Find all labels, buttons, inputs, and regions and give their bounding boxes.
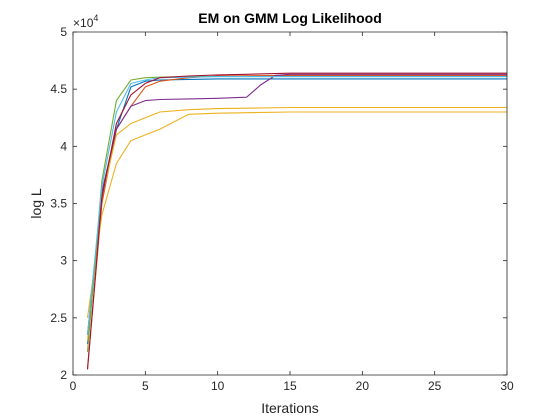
x-tick-label: 20 [356,379,370,393]
y-tick-label: 4 [60,139,67,153]
y-tick-label: 3 [60,254,67,268]
series-line-3 [86,111,507,318]
y-tick-label: 4.5 [50,82,67,96]
y-tick-label: 5 [60,25,67,39]
y-tick-label: 2.5 [50,311,67,325]
y-axis-label: log L [28,188,44,219]
y-multiplier-prefix: × [73,16,80,30]
series-layer [86,72,507,370]
series-line-8 [86,72,507,370]
x-tick-label: 5 [142,379,149,393]
plot-area [73,32,507,375]
y-multiplier-base-value: 10 [80,16,94,30]
series-line-5 [86,73,507,336]
series-line-7 [86,76,507,336]
y-multiplier-base: ×104 [73,13,98,30]
y-multiplier-exponent: 4 [93,13,98,23]
x-axis-label: Iterations [261,400,319,416]
y-tick-label: 3.5 [50,197,67,211]
x-tick-label: 30 [500,379,514,393]
x-tick-label: 10 [211,379,225,393]
y-tick-label: 2 [60,368,67,382]
ticks-layer: 0 5 10 15 20 25 30 2 2.5 3 3.5 4 4.5 5 [50,25,514,393]
chart-title: EM on GMM Log Likelihood [198,10,382,26]
series-line-4 [86,106,507,341]
x-tick-label: 25 [428,379,442,393]
x-tick-label: 0 [70,379,77,393]
x-tick-label: 15 [283,379,297,393]
